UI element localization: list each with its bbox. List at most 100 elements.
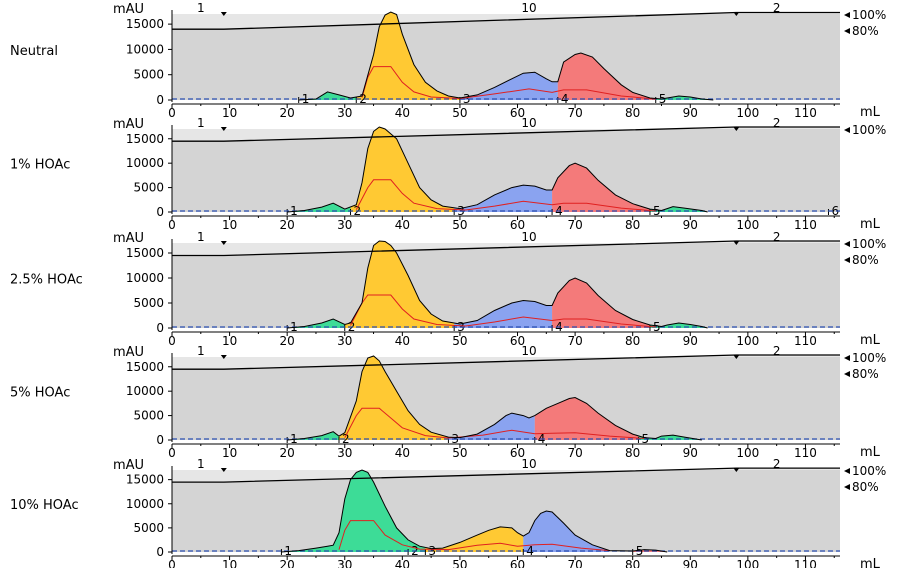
gradient-percent-label: 100% (852, 237, 886, 251)
x-tick-label: 30 (337, 334, 352, 348)
step-marker (733, 355, 740, 359)
y-tick-label: 15000 (126, 360, 164, 374)
fraction-region (287, 319, 345, 328)
step-marker (733, 127, 740, 131)
x-tick-label: 20 (280, 334, 295, 348)
x-tick-label: 50 (452, 446, 467, 460)
condition-label: 5% HOAc (10, 386, 70, 401)
fraction-label: 2 (359, 92, 367, 106)
fraction-region (287, 203, 351, 212)
y-tick-label: 10000 (126, 156, 164, 170)
x-tick-label: 30 (337, 218, 352, 232)
fraction-region (534, 397, 639, 440)
y-axis-label: mAU (113, 2, 144, 17)
gradient-percent-label: 80% (852, 480, 879, 494)
x-axis-label: mL (860, 105, 881, 120)
uv-trace (287, 355, 702, 441)
gradient-line (172, 240, 840, 257)
gradient-percent-label: 100% (852, 351, 886, 365)
x-tick-label: 0 (168, 558, 176, 568)
conductivity-trace (338, 520, 610, 552)
x-tick-label: 100 (736, 218, 759, 232)
y-tick-label: 10000 (126, 271, 164, 285)
fraction-region (344, 241, 455, 328)
gradient-line (172, 354, 840, 370)
y-tick-label: 0 (156, 433, 164, 447)
x-tick-label: 10 (222, 106, 237, 120)
y-tick-label: 5000 (133, 409, 164, 423)
x-tick-label: 30 (337, 106, 352, 120)
x-tick-label: 60 (510, 558, 525, 568)
y-tick-label: 10000 (126, 384, 164, 398)
step-label: 1 (197, 230, 205, 244)
x-axis-label: mL (860, 217, 881, 232)
gradient-percent-label: 100% (852, 123, 886, 137)
uv-trace (287, 126, 708, 213)
step-label: 2 (773, 116, 781, 130)
gradient-percent-label: 80% (852, 253, 879, 267)
fraction-label: 6 (831, 204, 839, 218)
step-marker (220, 468, 227, 472)
y-tick-label: 15000 (126, 473, 164, 487)
x-tick-label: 20 (280, 106, 295, 120)
x-tick-label: 110 (794, 218, 817, 232)
y-tick-label: 5000 (133, 521, 164, 535)
x-tick-label: 50 (452, 106, 467, 120)
gradient-marker (844, 355, 850, 361)
x-tick-label: 110 (794, 106, 817, 120)
x-tick-label: 40 (395, 558, 410, 568)
x-tick-label: 70 (567, 106, 582, 120)
step-marker (733, 241, 740, 245)
uv-trace (281, 469, 668, 553)
x-axis-label: mL (860, 445, 881, 460)
gradient-marker (844, 484, 850, 490)
y-axis-label: mAU (113, 231, 144, 246)
x-tick-label: 40 (395, 106, 410, 120)
step-marker (220, 355, 227, 359)
step-label: 1 (197, 116, 205, 130)
step-marker (733, 12, 740, 16)
step-label: 10 (521, 230, 536, 244)
conductivity-trace (350, 294, 656, 328)
x-tick-label: 10 (222, 334, 237, 348)
x-tick-label: 80 (625, 218, 640, 232)
step-label: 10 (521, 344, 536, 358)
step-label: 1 (197, 344, 205, 358)
x-tick-label: 20 (280, 218, 295, 232)
fraction-region (350, 127, 455, 212)
x-tick-label: 90 (683, 106, 698, 120)
fraction-label: 2 (342, 432, 350, 446)
conductivity-trace (344, 407, 645, 439)
step-label: 1 (197, 457, 205, 471)
gradient-percent-label: 100% (852, 464, 886, 478)
x-tick-label: 50 (452, 558, 467, 568)
y-tick-label: 10000 (126, 497, 164, 511)
y-tick-label: 5000 (133, 296, 164, 310)
x-tick-label: 0 (168, 334, 176, 348)
x-tick-label: 60 (510, 334, 525, 348)
fraction-region (552, 163, 650, 212)
gradient-marker (844, 468, 850, 474)
fraction-region (523, 511, 610, 552)
x-tick-label: 100 (736, 446, 759, 460)
step-label: 10 (521, 116, 536, 130)
fraction-label: 3 (463, 92, 471, 106)
gradient-line (172, 126, 840, 142)
x-tick-label: 90 (683, 446, 698, 460)
x-tick-label: 60 (510, 446, 525, 460)
conductivity-trace (355, 179, 656, 212)
y-axis-label: mAU (113, 345, 144, 360)
y-tick-label: 0 (156, 93, 164, 107)
uv-trace (298, 11, 714, 101)
gradient-line (172, 467, 840, 483)
step-label: 1 (197, 1, 205, 15)
y-tick-label: 0 (156, 321, 164, 335)
gradient-marker (844, 257, 850, 263)
gradient-line (172, 11, 840, 30)
x-tick-label: 90 (683, 334, 698, 348)
step-marker (220, 241, 227, 245)
